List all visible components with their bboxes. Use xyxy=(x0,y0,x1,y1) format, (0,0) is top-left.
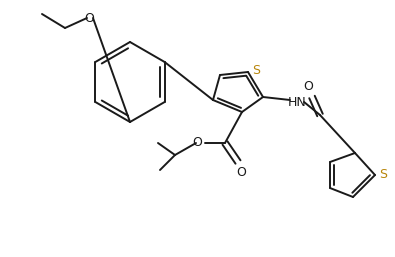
Text: O: O xyxy=(236,166,246,179)
Text: O: O xyxy=(192,136,202,150)
Text: O: O xyxy=(84,12,94,24)
Text: S: S xyxy=(379,169,387,181)
Text: HN: HN xyxy=(288,96,307,108)
Text: O: O xyxy=(303,80,313,94)
Text: S: S xyxy=(252,63,260,77)
